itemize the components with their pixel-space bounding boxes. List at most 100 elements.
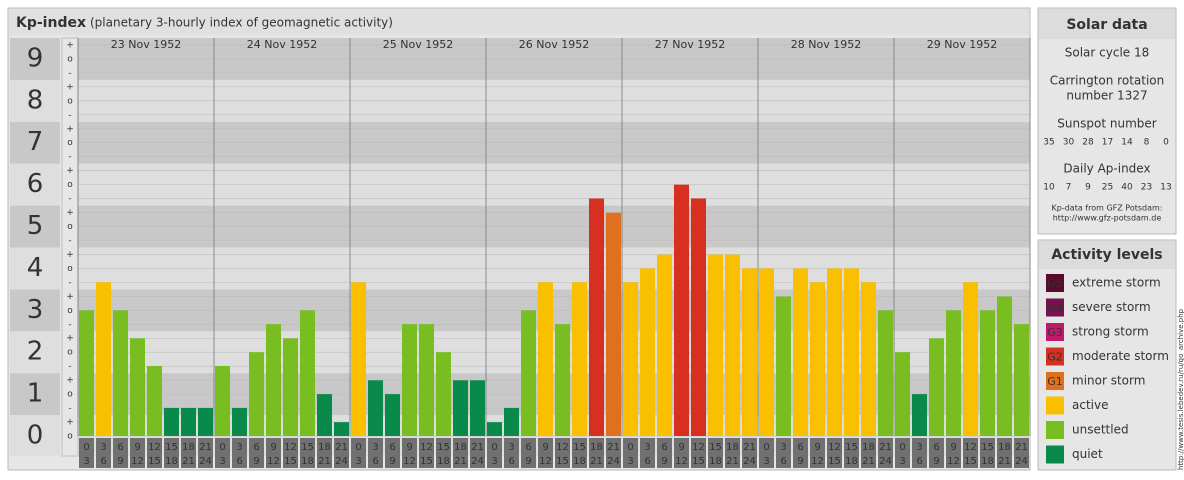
bar [861, 282, 876, 436]
hour-from: 21 [743, 442, 756, 453]
bar [674, 184, 689, 436]
kp-box [10, 373, 60, 416]
solar-number: 14 [1121, 138, 1133, 148]
legend-swatch [1046, 445, 1064, 464]
bar [1014, 324, 1029, 436]
hour-from: 6 [933, 442, 939, 453]
minor-label: - [68, 320, 71, 330]
hour-from: 18 [454, 442, 467, 453]
kp-box [10, 121, 60, 164]
hour-to: 12 [131, 456, 144, 467]
hour-from: 15 [165, 442, 178, 453]
bar [351, 282, 366, 436]
hour-to: 24 [471, 456, 484, 467]
hour-to: 18 [709, 456, 722, 467]
hour-to: 3 [491, 456, 497, 467]
minor-label: - [68, 278, 71, 288]
bar [198, 407, 213, 436]
bar [385, 394, 400, 436]
kp-box [10, 247, 60, 290]
bar [300, 310, 315, 436]
hour-to: 3 [83, 456, 89, 467]
hour-box [334, 438, 349, 468]
hour-to: 24 [335, 456, 348, 467]
hour-box [521, 438, 536, 468]
y-tick-label: 6 [27, 169, 44, 199]
hour-box [487, 438, 502, 468]
hour-box [997, 438, 1012, 468]
hour-box [589, 438, 604, 468]
solar-title: Solar data [1066, 17, 1147, 33]
solar-text: Daily Ap-index [1063, 162, 1150, 176]
bar [538, 282, 553, 436]
solar-number: 8 [1144, 138, 1150, 148]
chart-subtitle: (planetary 3-hourly index of geomagnetic… [90, 16, 393, 30]
kp-box [10, 79, 60, 122]
y-tick-label: 5 [27, 211, 44, 241]
minor-label: - [68, 236, 71, 246]
kp-box [10, 331, 60, 374]
solar-panel [1037, 7, 1177, 235]
hour-from: 15 [573, 442, 586, 453]
legend-badge: G2 [1047, 351, 1063, 364]
hour-to: 15 [828, 456, 841, 467]
bar [878, 310, 893, 436]
minor-label: o [67, 432, 73, 442]
hour-to: 21 [998, 456, 1011, 467]
hour-box [640, 438, 655, 468]
hour-to: 24 [743, 456, 756, 467]
hour-box [436, 438, 451, 468]
kp-box [10, 38, 60, 80]
hour-to: 21 [454, 456, 467, 467]
bar [215, 366, 230, 436]
legend-badge: G1 [1047, 375, 1063, 388]
solar-number: 30 [1063, 138, 1075, 148]
bar [827, 268, 842, 436]
kp-box [10, 205, 60, 248]
hour-box [215, 438, 230, 468]
hour-from: 0 [355, 442, 361, 453]
hour-from: 6 [117, 442, 123, 453]
hour-from: 21 [879, 442, 892, 453]
hour-to: 24 [879, 456, 892, 467]
bar [946, 310, 961, 436]
hour-to: 21 [726, 456, 739, 467]
hour-box [776, 438, 791, 468]
hour-from: 3 [236, 442, 242, 453]
hour-from: 6 [525, 442, 531, 453]
hour-from: 3 [508, 442, 514, 453]
minor-label: - [68, 362, 71, 372]
bar [334, 422, 349, 436]
hour-to: 3 [627, 456, 633, 467]
legend-label: active [1072, 398, 1108, 412]
day-label: 23 Nov 1952 [111, 38, 181, 51]
minor-label: o [67, 222, 73, 232]
chart-title: Kp-index [16, 15, 86, 31]
minor-label: o [67, 96, 73, 106]
hour-to: 18 [981, 456, 994, 467]
bar [623, 282, 638, 436]
hour-from: 15 [709, 442, 722, 453]
legend-swatch [1046, 421, 1064, 439]
day-label: 26 Nov 1952 [519, 38, 589, 51]
minor-label: o [67, 348, 73, 358]
bar [810, 282, 825, 436]
hour-box [402, 438, 417, 468]
legend-badge: G4 [1047, 302, 1063, 315]
hour-to: 9 [389, 456, 395, 467]
bar [436, 352, 451, 436]
hour-box [130, 438, 145, 468]
solar-number: 35 [1043, 138, 1054, 148]
hour-to: 6 [780, 456, 786, 467]
hour-from: 21 [335, 442, 348, 453]
hour-to: 12 [947, 456, 960, 467]
hour-from: 3 [916, 442, 922, 453]
bar [504, 407, 519, 436]
hour-box [351, 438, 366, 468]
solar-number: 13 [1160, 183, 1171, 193]
bar [759, 268, 774, 436]
hour-to: 6 [372, 456, 378, 467]
hour-box [96, 438, 111, 468]
y-tick-label: 1 [27, 379, 44, 409]
hour-box [368, 438, 383, 468]
